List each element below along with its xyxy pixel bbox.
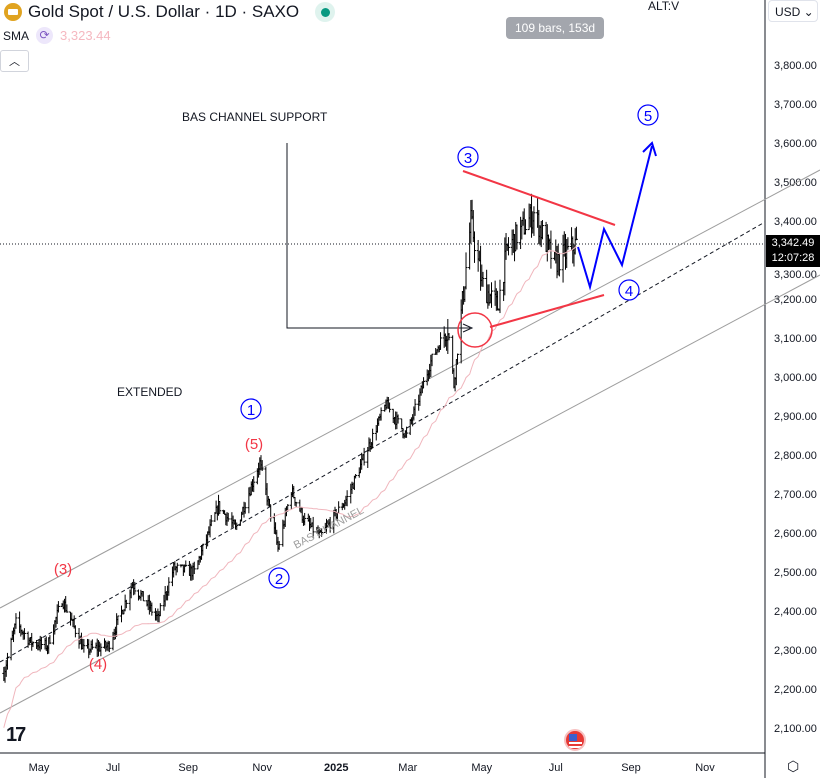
wave-circle (240, 398, 262, 420)
price-tick: 2,500.00 (774, 567, 817, 579)
alt-label: ALT:V (648, 0, 680, 13)
price-tick: 2,900.00 (774, 411, 817, 423)
price-tick: 3,300.00 (774, 269, 817, 281)
gold-icon (4, 3, 22, 21)
price-tick: 3,400.00 (774, 216, 817, 228)
time-tick: Nov (695, 762, 715, 774)
channel-label: BAS CHANNEL (292, 505, 366, 552)
chevron-up-icon[interactable]: ︿ (0, 50, 29, 72)
wave-circle (618, 279, 640, 301)
wave-label-blue: 5 (644, 108, 652, 125)
time-tick: 2025 (324, 762, 348, 774)
time-tick: Jul (549, 762, 563, 774)
wave-label-blue: 3 (464, 150, 472, 167)
last-price-tag: 3,342.49 12:07:28 (766, 235, 820, 267)
sma-line (3, 245, 577, 728)
price-tick: 2,200.00 (774, 684, 817, 696)
us-event-flag-icon[interactable] (564, 729, 586, 751)
wave-label-red: (5) (245, 436, 263, 453)
wave-label-blue: 1 (247, 402, 255, 419)
arrowhead-icon (462, 323, 474, 333)
last-price: 3,342.49 (771, 237, 815, 249)
time-tick: Nov (252, 762, 272, 774)
sma-label[interactable]: SMA (3, 28, 30, 43)
bars-range-tooltip: 109 bars, 153d (506, 17, 605, 39)
price-tick: 2,100.00 (774, 723, 817, 735)
wave-circle (637, 104, 659, 126)
price-tick: 2,800.00 (774, 450, 817, 462)
channel-lower-line (0, 274, 820, 714)
time-tick: Jul (106, 762, 120, 774)
sma-legend: SMA ⟳ 3,323.44 (3, 27, 111, 44)
price-tick: 3,200.00 (774, 294, 817, 306)
time-tick: May (29, 762, 50, 774)
time-tick: Sep (178, 762, 198, 774)
wave-label-blue: 4 (625, 283, 633, 300)
time-tick: Sep (621, 762, 641, 774)
price-tick: 3,700.00 (774, 99, 817, 111)
price-tick: 2,300.00 (774, 645, 817, 657)
wave-circle (457, 146, 479, 168)
price-tick: 3,000.00 (774, 372, 817, 384)
market-open-icon (315, 2, 336, 22)
wave-label-red: (3) (54, 561, 72, 578)
loading-icon: ⟳ (36, 27, 54, 44)
price-tick: 2,600.00 (774, 528, 817, 540)
channel-mid-line (0, 221, 766, 663)
wave-label-red: (4) (89, 656, 107, 673)
bar-countdown: 12:07:28 (771, 252, 815, 264)
price-tick: 3,600.00 (774, 138, 817, 150)
tradingview-logo[interactable]: 17 (6, 724, 26, 746)
extended-label: EXTENDED (117, 385, 183, 399)
price-tick: 3,100.00 (774, 333, 817, 345)
channel-upper-line (0, 169, 820, 609)
channel-support-label: BAS CHANNEL SUPPORT (182, 110, 328, 124)
currency-select[interactable]: USD ⌄ (768, 0, 818, 22)
wave-circle (268, 567, 290, 589)
axis-settings-icon[interactable]: ⬡ (787, 758, 800, 774)
time-tick: May (471, 762, 492, 774)
price-tick: 2,700.00 (774, 489, 817, 501)
price-tick: 3,800.00 (774, 60, 817, 72)
support-pointer-line (286, 143, 470, 329)
highlight-circle (457, 312, 493, 348)
sma-value: 3,323.44 (60, 28, 111, 43)
triangle-lower-line (489, 294, 605, 328)
wave-label-blue: 2 (275, 571, 283, 588)
time-tick: Mar (398, 762, 417, 774)
symbol-title[interactable]: Gold Spot / U.S. Dollar · 1D · SAXO (28, 2, 300, 21)
triangle-upper-line (462, 170, 616, 226)
symbol-header: Gold Spot / U.S. Dollar · 1D · SAXO (4, 2, 336, 22)
price-tick: 2,400.00 (774, 606, 817, 618)
projection-path (577, 145, 653, 291)
projection-arrowhead-icon (642, 141, 657, 157)
